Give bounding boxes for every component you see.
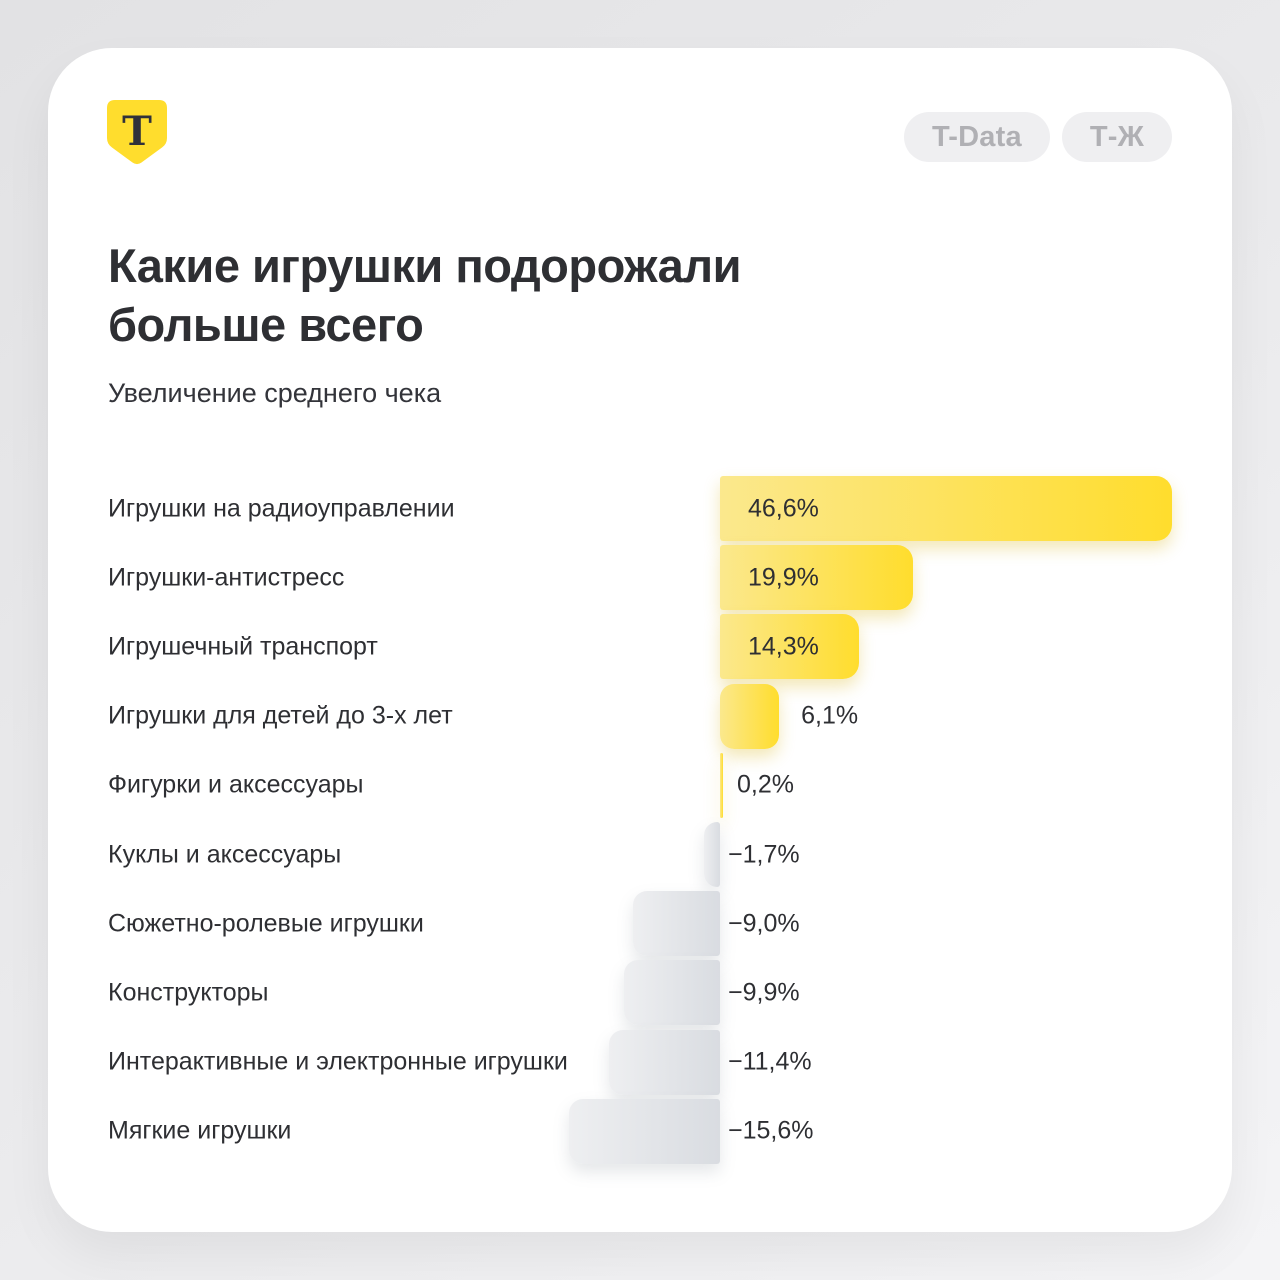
value-label: −1,7%: [728, 840, 800, 868]
chart-row: Сюжетно-ролевые игрушки −9,0%: [48, 891, 1232, 957]
negative-bar: [703, 822, 720, 887]
chart-row: Игрушечный транспорт 14,3%: [48, 614, 1232, 680]
category-label: Фигурки и аксессуары: [108, 770, 364, 799]
chart-row: Игрушки-антистресс 19,9%: [48, 545, 1232, 611]
negative-bar: [623, 960, 720, 1026]
category-label: Игрушки для детей до 3-х лет: [108, 701, 453, 730]
category-label: Сюжетно-ролевые игрушки: [108, 909, 424, 938]
value-label: −9,9%: [728, 978, 800, 1007]
negative-bar: [632, 891, 720, 957]
negative-bar: [568, 1098, 720, 1164]
badge-t-data: T-Data: [903, 112, 1050, 162]
chart-row: Игрушки для детей до 3-х лет 6,1%: [48, 683, 1232, 749]
category-label: Игрушки-антистресс: [108, 563, 345, 592]
value-label: 6,1%: [801, 701, 859, 730]
category-label: Куклы и аксессуары: [108, 840, 342, 868]
chart-row: Конструкторы −9,9%: [48, 960, 1232, 1026]
badge-t-zh: Т-Ж: [1061, 112, 1172, 162]
chart-row: Игрушки на радиоуправлении 46,6%: [48, 476, 1232, 541]
category-label: Интерактивные и электронные игрушки: [108, 1047, 568, 1076]
value-label: −9,0%: [728, 909, 800, 938]
category-label: Конструкторы: [108, 978, 269, 1007]
category-label: Игрушки на радиоуправлении: [108, 494, 455, 522]
chart-row: Мягкие игрушки −15,6%: [48, 1098, 1232, 1164]
chart-row: Фигурки и аксессуары 0,2%: [48, 752, 1232, 818]
positive-bar: [720, 476, 1173, 541]
t-bank-logo-icon: Т: [107, 100, 167, 165]
negative-bar: [609, 1029, 720, 1095]
value-label: 19,9%: [748, 563, 819, 592]
value-label: 0,2%: [737, 770, 794, 799]
badges-group: T-Data Т-Ж: [903, 112, 1172, 162]
chart-row: Куклы и аксессуары −1,7%: [48, 822, 1232, 887]
page-title-line2: больше всего: [108, 298, 424, 351]
page-title-line1: Какие игрушки подорожали: [108, 239, 741, 292]
page-title: Какие игрушки подорожали больше всего: [108, 236, 741, 354]
positive-bar: [720, 614, 859, 680]
category-label: Игрушечный транспорт: [108, 632, 378, 661]
value-label: −11,4%: [728, 1047, 812, 1076]
value-label: 14,3%: [748, 632, 819, 661]
bar-chart: Игрушки на радиоуправлении 46,6% Игрушки-а…: [48, 476, 1232, 1176]
value-label: −15,6%: [728, 1116, 814, 1145]
infographic-card: Т T-Data Т-Ж Какие игрушки подорожали бо…: [48, 48, 1232, 1232]
category-label: Мягкие игрушки: [108, 1116, 292, 1145]
logo-letter: Т: [122, 108, 152, 155]
positive-bar: [720, 752, 723, 818]
chart-row: Интерактивные и электронные игрушки −11,4…: [48, 1029, 1232, 1095]
value-label: 46,6%: [748, 494, 819, 522]
positive-bar: [720, 683, 780, 749]
chart-subtitle: Увеличение среднего чека: [108, 378, 442, 408]
positive-bar: [720, 545, 914, 611]
